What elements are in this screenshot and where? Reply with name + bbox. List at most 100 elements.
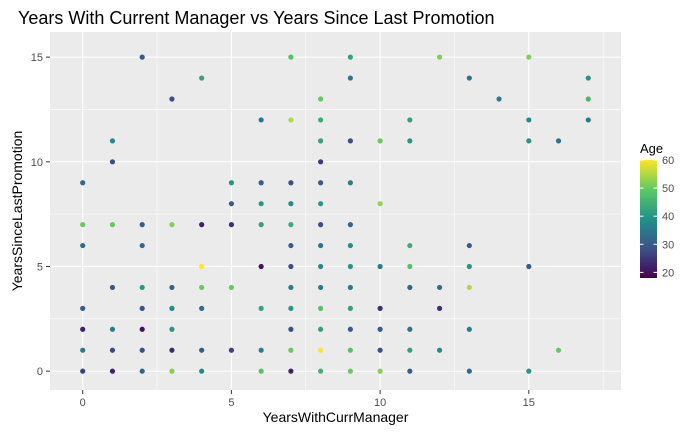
data-point [318,368,324,374]
plot-panel [50,32,621,390]
data-point [526,54,532,60]
data-point [109,138,116,144]
data-point [407,263,413,270]
data-point [347,75,353,81]
x-tick-label: 0 [80,397,86,409]
data-point [318,222,324,228]
legend-tick-label: 40 [662,211,674,223]
data-point [109,347,116,353]
data-point [199,284,205,291]
data-point [318,159,324,165]
data-point [585,96,591,102]
data-point [199,263,205,270]
data-point [347,368,353,374]
data-point [169,284,175,291]
data-point [258,347,264,353]
data-point [139,305,145,311]
data-point [199,305,205,311]
legend-tick-label: 50 [662,183,674,195]
data-point [407,326,413,332]
data-point [496,96,502,102]
data-point [555,138,562,144]
data-point [347,284,353,291]
data-point [258,201,264,207]
data-point [347,54,353,60]
data-point [407,117,413,123]
data-point [466,263,472,270]
data-point [436,347,443,353]
data-point [258,117,264,123]
data-point [169,347,175,353]
data-point [318,347,324,353]
data-point [288,201,294,207]
data-point [80,326,86,332]
data-point [109,159,116,165]
data-point [109,326,116,332]
legend-tick-label: 30 [662,239,674,251]
data-point [526,117,532,123]
data-point [288,263,294,270]
data-point [169,96,175,102]
data-point [377,305,383,311]
data-point [407,347,413,353]
data-point [466,284,472,291]
data-point [80,180,86,186]
data-point [80,368,86,374]
data-point [228,284,235,291]
data-point [109,222,116,228]
x-axis-title: YearsWithCurrManager [263,409,409,425]
data-point [377,326,383,332]
data-point [139,326,145,332]
data-point [228,180,235,186]
data-point [377,138,383,144]
data-point [288,284,294,291]
data-point [318,242,324,249]
y-axis: 0 5 10 15 [31,52,50,378]
data-point [288,347,294,353]
data-point [347,347,353,353]
data-point [288,305,294,311]
x-tick-label: 15 [523,397,535,409]
data-point [288,242,294,249]
data-point [169,305,175,311]
data-point [347,180,353,186]
data-point [258,180,264,186]
data-point [466,242,472,249]
data-point [288,222,294,228]
data-point [169,222,175,228]
data-point [526,368,532,374]
color-legend: Age 20 30 40 50 60 [640,141,674,279]
data-point [377,347,383,353]
data-point [288,117,294,123]
data-point [526,263,532,270]
data-point [436,284,443,291]
data-point [318,326,324,332]
legend-tick-label: 20 [662,267,674,279]
data-point [199,368,205,374]
data-point [318,138,324,144]
data-point [318,305,324,311]
y-tick-label: 0 [37,366,43,378]
data-point [526,138,532,144]
y-tick-label: 5 [37,261,43,273]
data-point [347,305,353,311]
data-point [288,180,294,186]
data-point [318,263,324,270]
data-point [139,368,145,374]
data-point [258,305,264,311]
y-axis-title: YearsSinceLastPromotion [9,131,25,292]
data-point [347,222,353,228]
data-point [585,117,591,123]
data-point [109,368,116,374]
data-point [407,284,413,291]
data-point [199,75,205,81]
data-point [199,347,205,353]
data-point [258,222,264,228]
data-point [407,242,413,249]
data-point [228,347,235,353]
data-point [139,284,145,291]
x-tick-label: 5 [228,397,234,409]
data-point [466,75,472,81]
